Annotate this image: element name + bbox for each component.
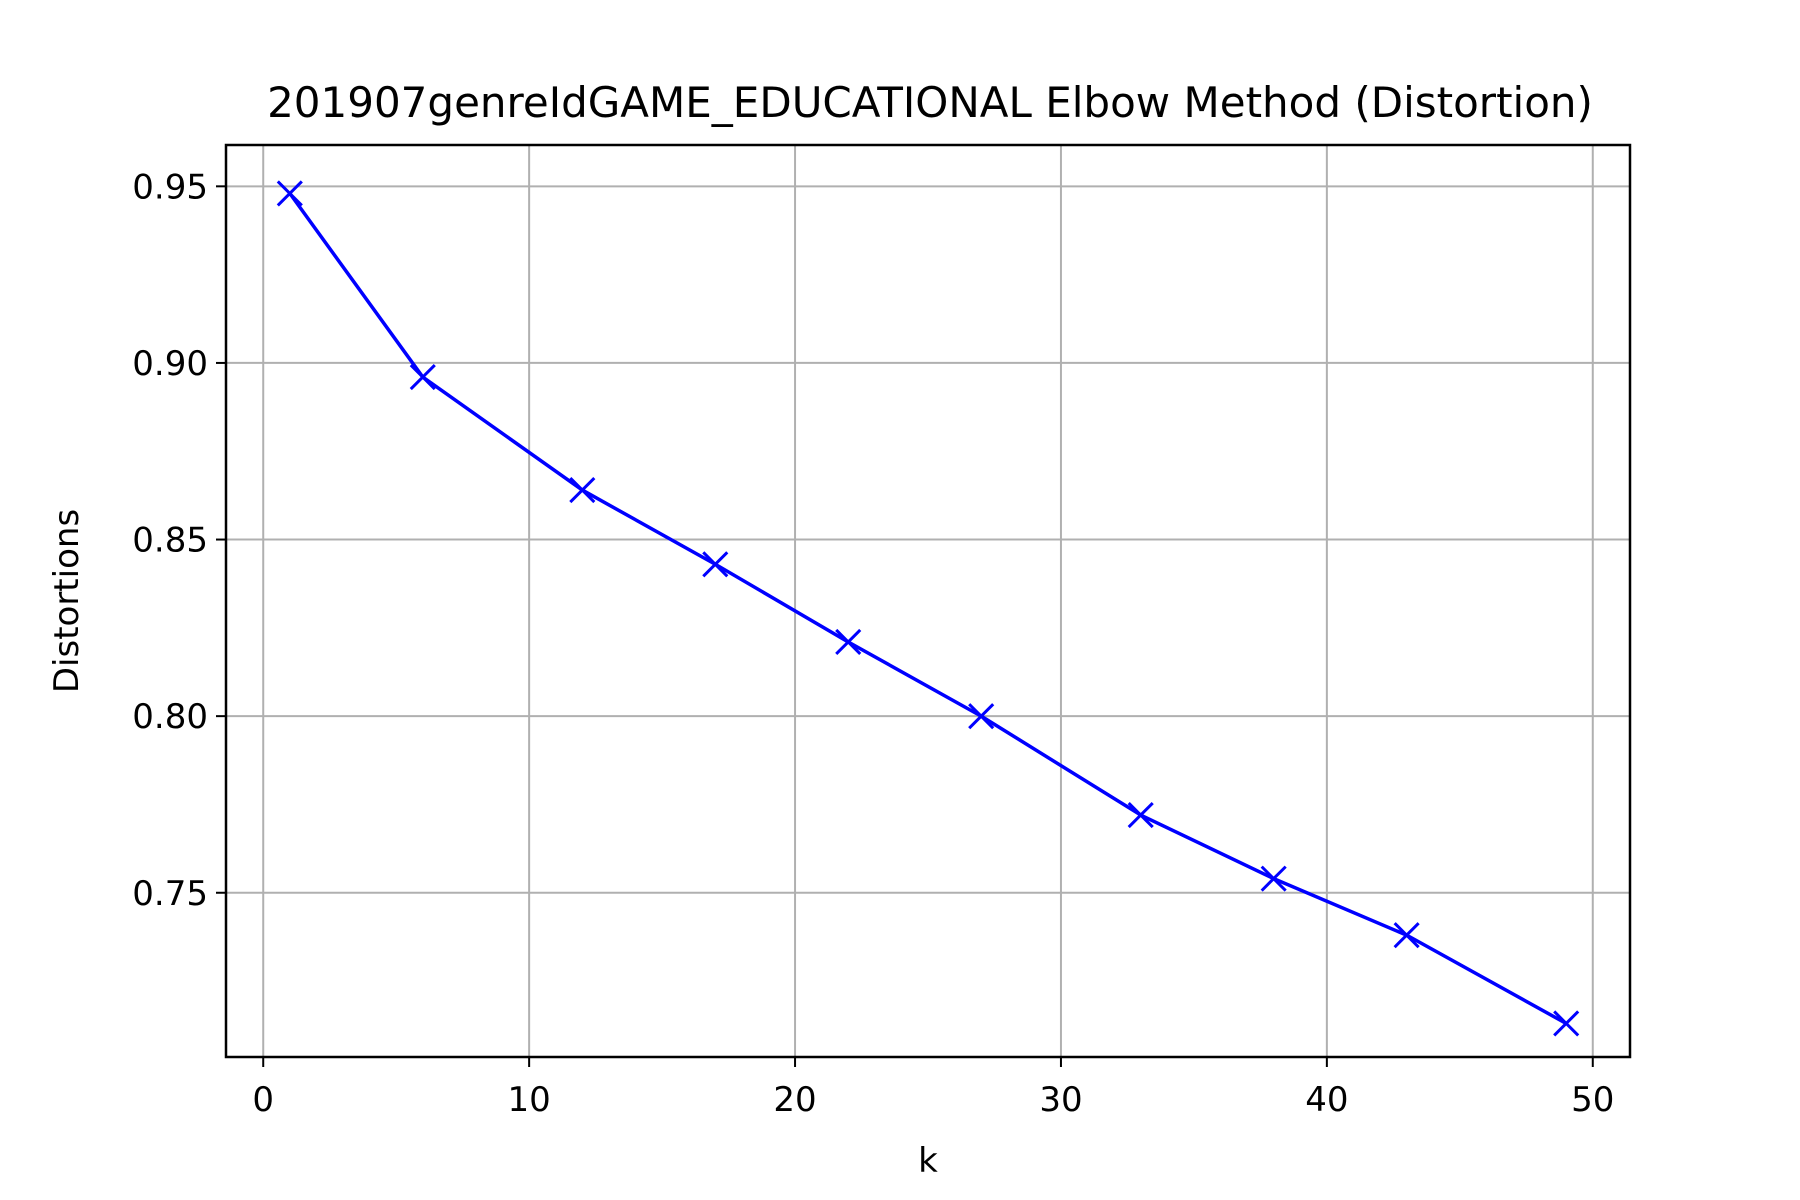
y-tick-label: 0.95	[132, 167, 208, 207]
plot-frame	[224, 143, 1632, 1059]
data-point-marker	[1260, 865, 1287, 892]
data-point-marker	[276, 180, 303, 207]
data-point-marker	[569, 477, 596, 504]
x-tick-label: 0	[252, 1080, 274, 1120]
x-tick-label: 10	[508, 1080, 551, 1120]
x-tick-label: 50	[1571, 1080, 1614, 1120]
x-tick-label: 20	[773, 1080, 816, 1120]
data-point-marker	[1553, 1010, 1580, 1037]
data-point-marker	[968, 703, 995, 730]
series-group	[276, 180, 1580, 1037]
x-tick-label: 30	[1039, 1080, 1082, 1120]
y-tick-label: 0.90	[132, 344, 208, 384]
data-point-marker	[1393, 922, 1420, 949]
chart-title: 201907genreIdGAME_EDUCATIONAL Elbow Meth…	[267, 78, 1593, 127]
data-point-marker	[1127, 801, 1154, 829]
grid	[226, 145, 1630, 1057]
data-point-marker	[835, 628, 862, 656]
data-point-marker	[702, 551, 729, 578]
series-line	[288, 192, 1568, 1025]
y-axis-label: Distortions	[47, 509, 87, 693]
y-tick-label: 0.75	[132, 874, 208, 914]
data-point-marker	[409, 364, 436, 391]
x-axis-label: k	[918, 1141, 938, 1181]
x-tick-label: 40	[1305, 1080, 1348, 1120]
ticks: 0 10 20 30 40 50 0.75 0.80 0.85 0.90 0.95	[132, 167, 1614, 1120]
y-tick-label: 0.85	[132, 521, 208, 561]
y-tick-label: 0.80	[132, 697, 208, 737]
